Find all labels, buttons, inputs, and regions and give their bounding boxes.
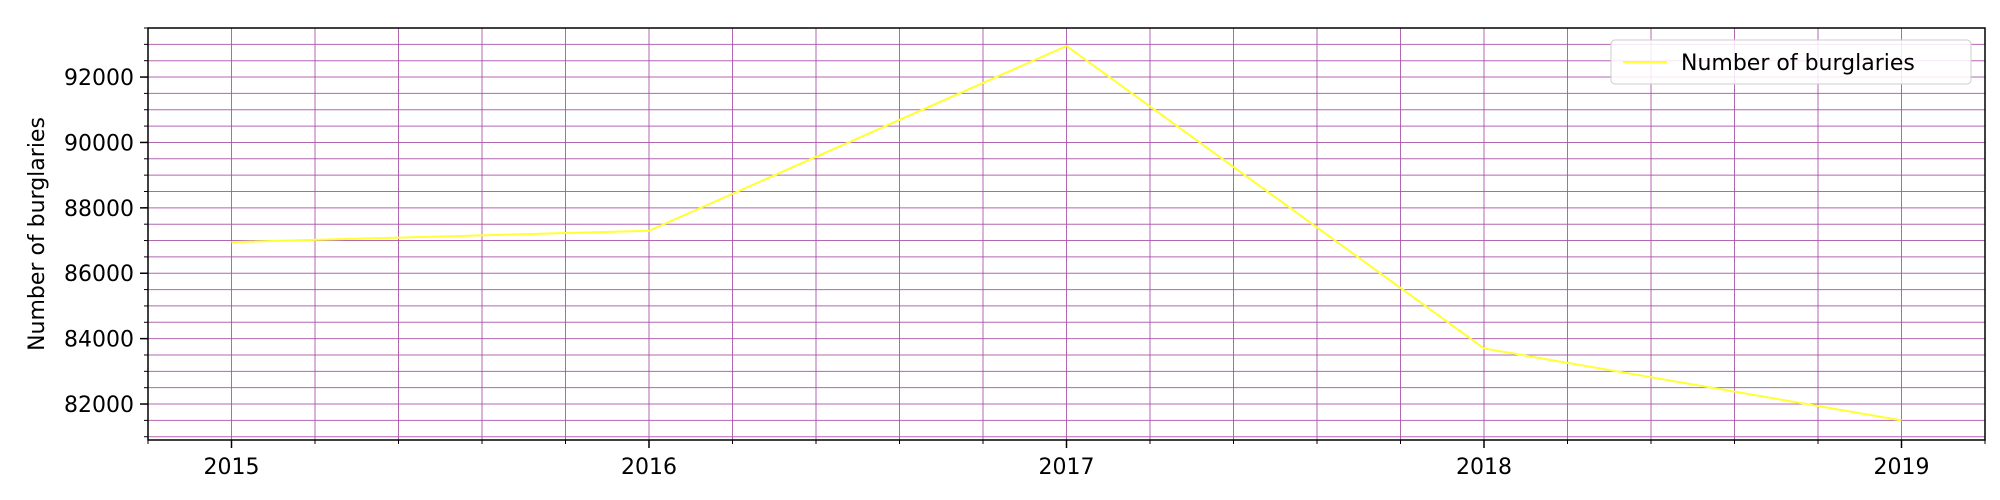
series xyxy=(231,44,1902,422)
grid xyxy=(147,27,1986,440)
y-tick-label: 88000 xyxy=(64,197,134,222)
legend: Number of burglaries xyxy=(1610,39,1972,85)
x-tick-label: 2015 xyxy=(204,455,260,480)
y-tick-label: 82000 xyxy=(64,393,134,418)
legend-entry-label: Number of burglaries xyxy=(1681,51,1915,76)
x-tick-label: 2016 xyxy=(621,455,677,480)
legend-box xyxy=(1610,39,1972,85)
axis-ticks: 2015 2016 2017 2018 2019 82000 84000 86000 88000… xyxy=(64,27,1986,480)
y-tick-label: 90000 xyxy=(64,131,134,156)
y-tick-label: 86000 xyxy=(64,262,134,287)
x-tick-label: 2017 xyxy=(1039,455,1095,480)
y-tick-label: 92000 xyxy=(64,66,134,91)
y-tick-label: 84000 xyxy=(64,328,134,353)
y-axis-label: Number of burglaries xyxy=(25,117,50,351)
x-tick-label: 2019 xyxy=(1874,455,1930,480)
x-tick-label: 2018 xyxy=(1456,455,1512,480)
